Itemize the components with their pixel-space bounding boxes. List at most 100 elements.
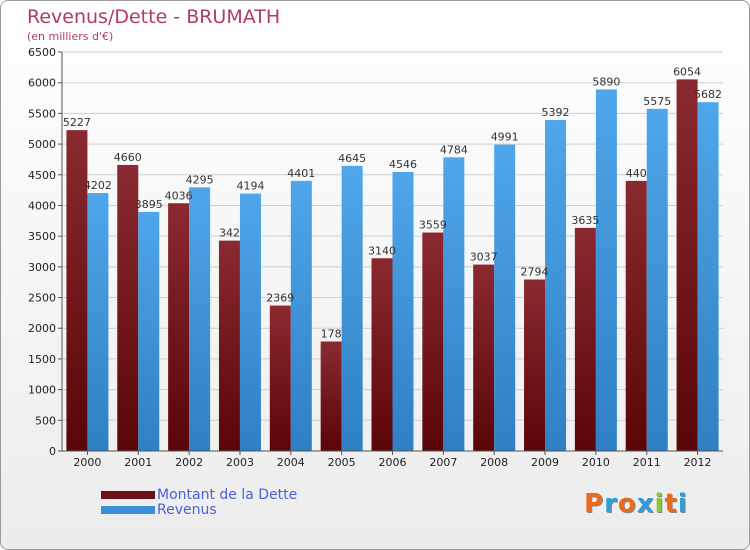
x-tick-label: 2009 [531,456,559,469]
y-axis: 0 500 1000 1500 2000 2500 3000 3500 4000 4500 5000… [28,46,63,458]
x-tick-label: 2012 [684,456,712,469]
legend-swatch-dette [101,490,155,499]
x-tick-label: 2000 [73,456,101,469]
value-label-dette: 3635 [571,214,599,227]
value-label-revenus: 5575 [643,95,671,108]
value-label-revenus: 4546 [389,158,417,171]
x-tick-label: 2004 [277,456,305,469]
logo-letter: i [654,489,665,519]
logo-letter: i [677,489,688,519]
value-label-revenus: 3895 [135,198,163,211]
bar-revenus [290,180,312,451]
bar-dette [473,264,495,451]
value-label-dette: 4036 [165,189,193,202]
y-tick-label: 5500 [28,107,56,120]
x-tick-label: 2008 [480,456,508,469]
value-label-revenus: 5682 [694,88,722,101]
y-tick-label: 5000 [28,138,56,151]
bar-revenus [392,171,414,451]
bar-revenus [239,193,261,451]
y-tick-label: 3500 [28,230,56,243]
value-label-dette: 2794 [521,265,549,278]
chart-title: Revenus/Dette - BRUMATH [27,6,281,28]
y-tick-label: 0 [49,445,56,458]
bar-revenus [189,187,211,451]
y-tick-label: 2500 [28,292,56,305]
logo-letter: r [604,489,618,519]
legend-item-dette: Montant de la Dette [101,486,298,503]
x-tick-label: 2011 [633,456,661,469]
y-tick-label: 500 [35,414,56,427]
value-label-dette: 3140 [368,244,396,257]
value-label-revenus: 4202 [84,179,112,192]
y-tick-label: 4000 [28,199,56,212]
value-label-revenus: 4645 [338,152,366,165]
value-label-revenus: 4991 [491,131,519,144]
bar-revenus [595,89,617,452]
x-tick-label: 2001 [124,456,152,469]
logo-letter: o [617,489,637,519]
bar-dette [168,203,190,451]
legend-label-dette: Montant de la Dette [157,486,298,503]
x-tick-label: 2005 [328,456,356,469]
y-tick-label: 2000 [28,322,56,335]
logo-letter: P [584,489,605,519]
chart-subtitle: (en milliers d'€) [27,30,114,43]
value-label-dette: 440 [626,167,647,180]
bar-dette [676,79,698,452]
bar-dette [371,258,393,451]
value-label-revenus: 5392 [542,106,570,119]
bar-dette [218,240,240,451]
value-label-dette: 4660 [114,151,142,164]
logo-letter: t [664,489,678,519]
bar-revenus [494,144,516,451]
bar-revenus [697,102,719,451]
y-tick-label: 6500 [28,46,56,59]
x-tick-label: 2002 [175,456,203,469]
logo-letter: x [636,489,655,519]
y-tick-label: 4500 [28,169,56,182]
value-label-dette: 3037 [470,251,498,264]
bar-dette [524,279,546,451]
bar-revenus [545,120,567,451]
bar-revenus [646,108,668,452]
value-label-dette: 6054 [673,65,701,78]
bar-revenus [443,157,465,451]
bar-dette [320,341,342,451]
y-tick-label: 3000 [28,261,56,274]
x-tick-label: 2007 [429,456,457,469]
bar-dette [117,164,139,451]
bar-revenus [341,165,363,451]
value-label-dette: 178 [321,327,342,340]
value-label-dette: 5227 [63,116,91,129]
legend-item-revenus: Revenus [101,501,297,518]
x-axis: 2000 2001 2002 2003 2004 2005 2006 2007 2008 2009… [62,450,723,469]
value-label-dette: 3559 [419,219,447,232]
bar-dette [66,130,88,451]
legend: Montant de la Dette Revenus [101,486,298,518]
value-label-revenus: 5890 [592,75,620,88]
value-label-dette: 342 [219,227,240,240]
value-label-revenus: 4295 [186,173,214,186]
y-tick-label: 1000 [28,384,56,397]
value-label-revenus: 4401 [287,167,315,180]
bar-revenus [138,211,160,451]
bar-dette [422,232,444,451]
value-label-revenus: 4194 [236,180,264,193]
x-tick-label: 2006 [379,456,407,469]
legend-label-revenus: Revenus [157,501,217,518]
legend-swatch-revenus [101,505,155,514]
x-tick-label: 2003 [226,456,254,469]
bar-dette [574,227,596,451]
bar-dette [269,305,291,451]
value-label-dette: 2369 [266,292,294,305]
bar-dette [625,180,647,451]
y-tick-label: 1500 [28,353,56,366]
value-label-revenus: 4784 [440,143,468,156]
y-tick-label: 6000 [28,77,56,90]
x-tick-label: 2010 [582,456,610,469]
proxiti-logo: Proxiti [584,489,688,519]
